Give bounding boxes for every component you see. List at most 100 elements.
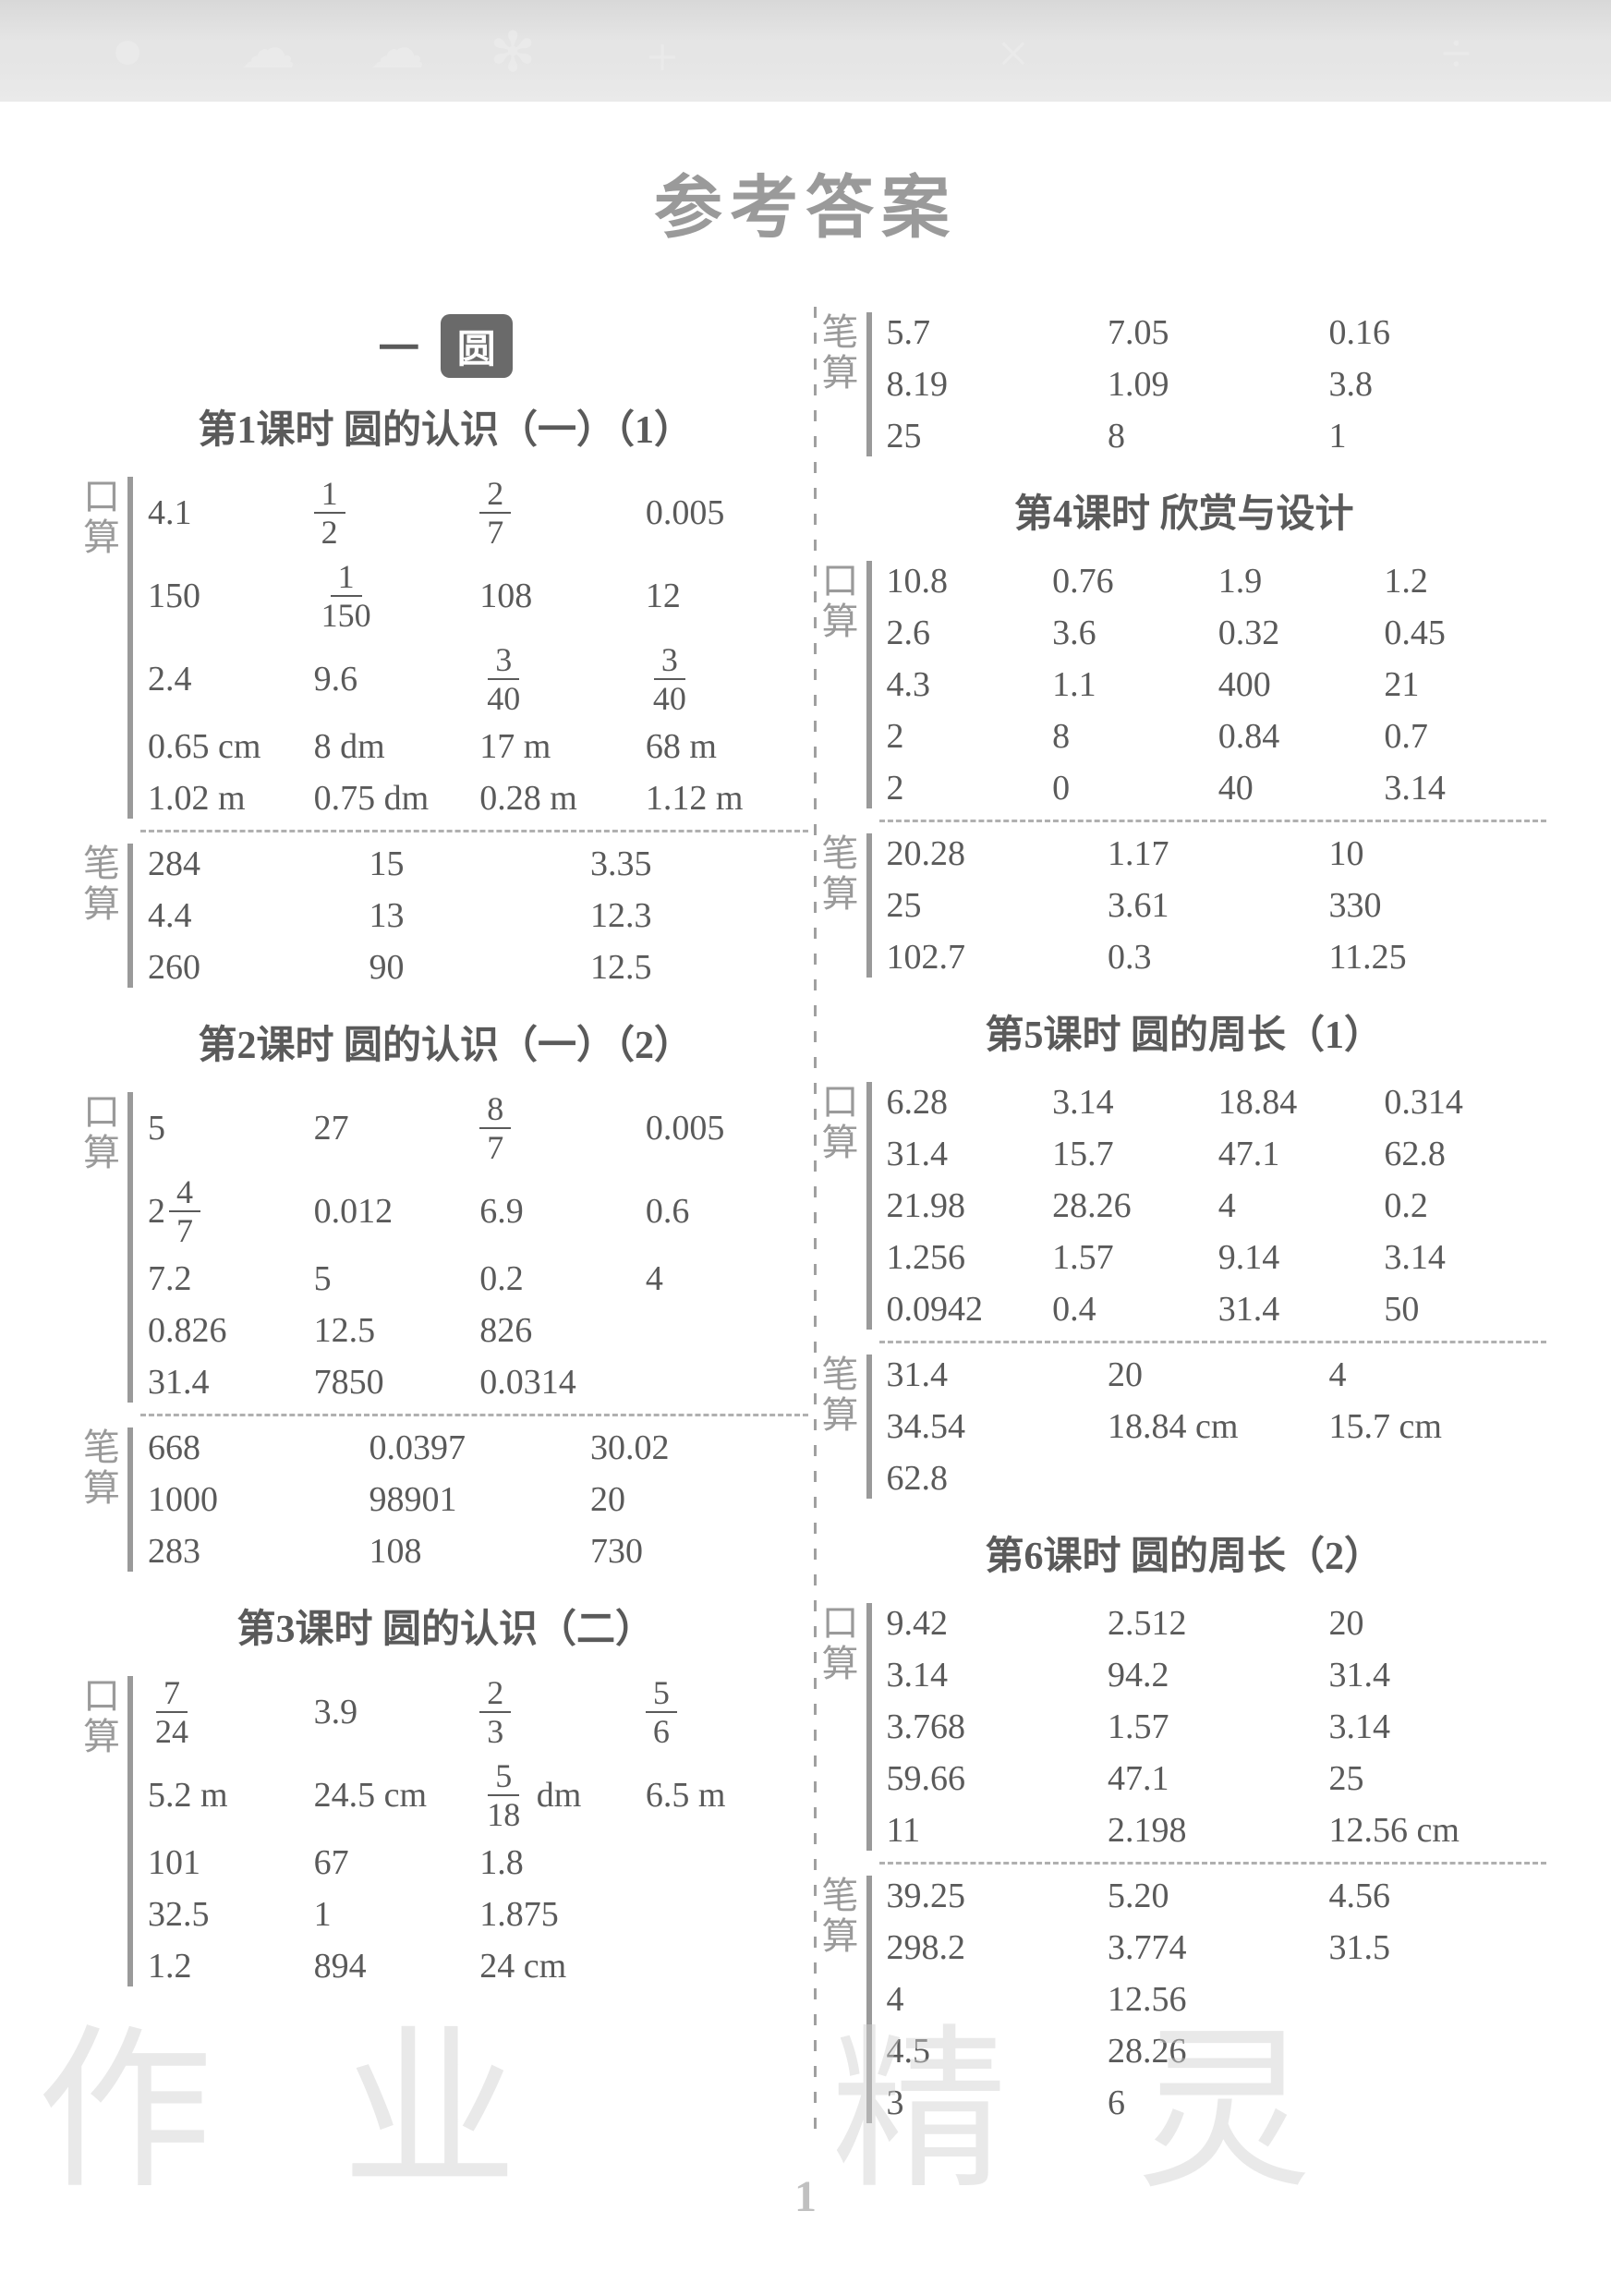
lesson3-bisuan-block: 笔算 5.77.050.168.191.093.82581 xyxy=(822,307,1547,462)
answer-cell: 1.57 xyxy=(1048,1232,1215,1283)
answer-cell: 3.14 xyxy=(1326,1701,1547,1753)
answer-cell: 11.25 xyxy=(1326,931,1547,983)
answer-cell: 1.256 xyxy=(883,1232,1049,1283)
answer-cell: 894 xyxy=(310,1940,477,1992)
answer-cell: 0.6 xyxy=(642,1170,808,1253)
answer-cell: 56 xyxy=(642,1670,808,1754)
answer-cell: 298.2 xyxy=(883,1922,1105,1974)
answer-cell: 340 xyxy=(642,638,808,721)
answer-cell: 40 xyxy=(1215,762,1381,814)
answer-cell: 5 xyxy=(144,1087,310,1170)
side-bar xyxy=(127,1092,133,1403)
answer-cell: 5.20 xyxy=(1104,1870,1326,1922)
answer-cell: 3.14 xyxy=(883,1649,1105,1701)
answer-cell: 8 xyxy=(1048,711,1215,762)
side-bar xyxy=(866,833,872,978)
answer-cell: 826 xyxy=(476,1305,642,1356)
answer-cell: 12.5 xyxy=(587,941,808,993)
answer-cell: 0.45 xyxy=(1380,607,1546,659)
answer-cell: 6.28 xyxy=(883,1076,1049,1128)
answer-cell: 0.005 xyxy=(642,1087,808,1170)
two-column-layout: 一 圆 第1课时 圆的认识（一）（1） 口算 4.112270.00515011… xyxy=(0,307,1611,2153)
answer-cell: 4 xyxy=(1326,1349,1547,1401)
lesson3-kousuan-grid: 7243.923565.2 m24.5 cm518 dm6.5 m101671.… xyxy=(144,1670,808,1992)
answer-cell: 4.3 xyxy=(883,659,1049,711)
lesson4-bisuan-block: 笔算 20.281.1710253.61330102.70.311.25 xyxy=(822,828,1547,983)
answer-cell: 15.7 xyxy=(1048,1128,1215,1180)
answer-cell: 3.9 xyxy=(310,1670,477,1754)
answer-cell: 25 xyxy=(1326,1753,1547,1804)
answer-cell: 3.61 xyxy=(1104,880,1326,931)
answer-cell: 9.14 xyxy=(1215,1232,1381,1283)
answer-cell: 31.4 xyxy=(883,1128,1049,1180)
lesson3-kousuan-block: 口算 7243.923565.2 m24.5 cm518 dm6.5 m1016… xyxy=(83,1670,808,1992)
answer-cell: 1 xyxy=(1326,410,1547,462)
lesson6-bisuan-grid: 39.255.204.56298.23.77431.5412.56 4.528.… xyxy=(883,1870,1547,2129)
answer-cell: 3.8 xyxy=(1326,358,1547,410)
answer-cell: 340 xyxy=(476,638,642,721)
lesson4-title: 第4课时 欣赏与设计 xyxy=(822,482,1547,539)
answer-cell: 2.4 xyxy=(144,638,310,721)
lesson2-bisuan-block: 笔算 6680.039730.0210009890120283108730 xyxy=(83,1422,808,1577)
answer-cell: 0.314 xyxy=(1380,1076,1546,1128)
answer-cell: 30.02 xyxy=(587,1422,808,1474)
answer-cell: 260 xyxy=(144,941,366,993)
lesson5-bisuan-grid: 31.420434.5418.84 cm15.7 cm62.8 xyxy=(883,1349,1547,1504)
answer-cell xyxy=(1326,1452,1547,1504)
answer-cell: 28.26 xyxy=(1048,1180,1215,1232)
answer-cell: 47.1 xyxy=(1215,1128,1381,1180)
answer-cell: 730 xyxy=(587,1525,808,1577)
answer-cell: 1.17 xyxy=(1104,828,1326,880)
answer-cell: 8 dm xyxy=(310,721,477,772)
kousuan-label: 口算 xyxy=(822,1076,865,1335)
page-main-title: 参考答案 xyxy=(0,102,1611,307)
bisuan-label: 笔算 xyxy=(822,1349,865,1504)
lesson5-bisuan-block: 笔算 31.420434.5418.84 cm15.7 cm62.8 xyxy=(822,1349,1547,1504)
lesson4-bisuan-grid: 20.281.1710253.61330102.70.311.25 xyxy=(883,828,1547,983)
answer-cell: 10 xyxy=(1326,828,1547,880)
side-bar xyxy=(866,1876,872,2123)
answer-cell: 4 xyxy=(642,1253,808,1305)
answer-cell: 1.02 m xyxy=(144,772,310,824)
bisuan-label: 笔算 xyxy=(822,307,865,462)
answer-cell xyxy=(1326,2025,1547,2077)
answer-cell: 3.14 xyxy=(1048,1076,1215,1128)
lesson1-title: 第1课时 圆的认识（一）（1） xyxy=(83,398,808,455)
answer-cell: 4 xyxy=(883,1974,1105,2025)
answer-cell: 5.7 xyxy=(883,307,1105,358)
answer-cell xyxy=(642,1305,808,1356)
answer-cell: 34.54 xyxy=(883,1401,1105,1452)
answer-cell: 15 xyxy=(366,838,587,890)
answer-cell: 87 xyxy=(476,1087,642,1170)
answer-cell: 0.2 xyxy=(1380,1180,1546,1232)
answer-cell: 2.512 xyxy=(1104,1597,1326,1649)
answer-cell: 0.826 xyxy=(144,1305,310,1356)
side-bar xyxy=(127,844,133,988)
lesson5-kousuan-grid: 6.283.1418.840.31431.415.747.162.821.982… xyxy=(883,1076,1547,1335)
answer-cell: 1.57 xyxy=(1104,1701,1326,1753)
answer-cell: 9.42 xyxy=(883,1597,1105,1649)
side-bar xyxy=(127,1676,133,1986)
answer-cell: 10.8 xyxy=(883,555,1049,607)
unit-prefix: 一 xyxy=(379,326,419,371)
answer-cell: 23 xyxy=(476,1670,642,1754)
answer-cell: 9.6 xyxy=(310,638,477,721)
answer-cell: 0.76 xyxy=(1048,555,1215,607)
answer-cell xyxy=(1104,1452,1326,1504)
dashed-separator xyxy=(879,1341,1547,1343)
answer-cell: 1.2 xyxy=(1380,555,1546,607)
answer-cell: 1.09 xyxy=(1104,358,1326,410)
answer-cell: 62.8 xyxy=(1380,1128,1546,1180)
answer-cell: 1.9 xyxy=(1215,555,1381,607)
kousuan-label: 口算 xyxy=(822,1597,865,1856)
answer-cell: 6.9 xyxy=(476,1170,642,1253)
answer-cell: 2.198 xyxy=(1104,1804,1326,1856)
answer-cell: 31.4 xyxy=(883,1349,1105,1401)
answer-cell: 25 xyxy=(883,880,1105,931)
side-bar xyxy=(866,1082,872,1330)
answer-cell: 12.56 cm xyxy=(1326,1804,1547,1856)
answer-cell: 3 xyxy=(883,2077,1105,2129)
lesson1-bisuan-grid: 284153.354.41312.32609012.5 xyxy=(144,838,808,993)
bisuan-label: 笔算 xyxy=(822,1870,865,2129)
answer-cell: 31.4 xyxy=(144,1356,310,1408)
